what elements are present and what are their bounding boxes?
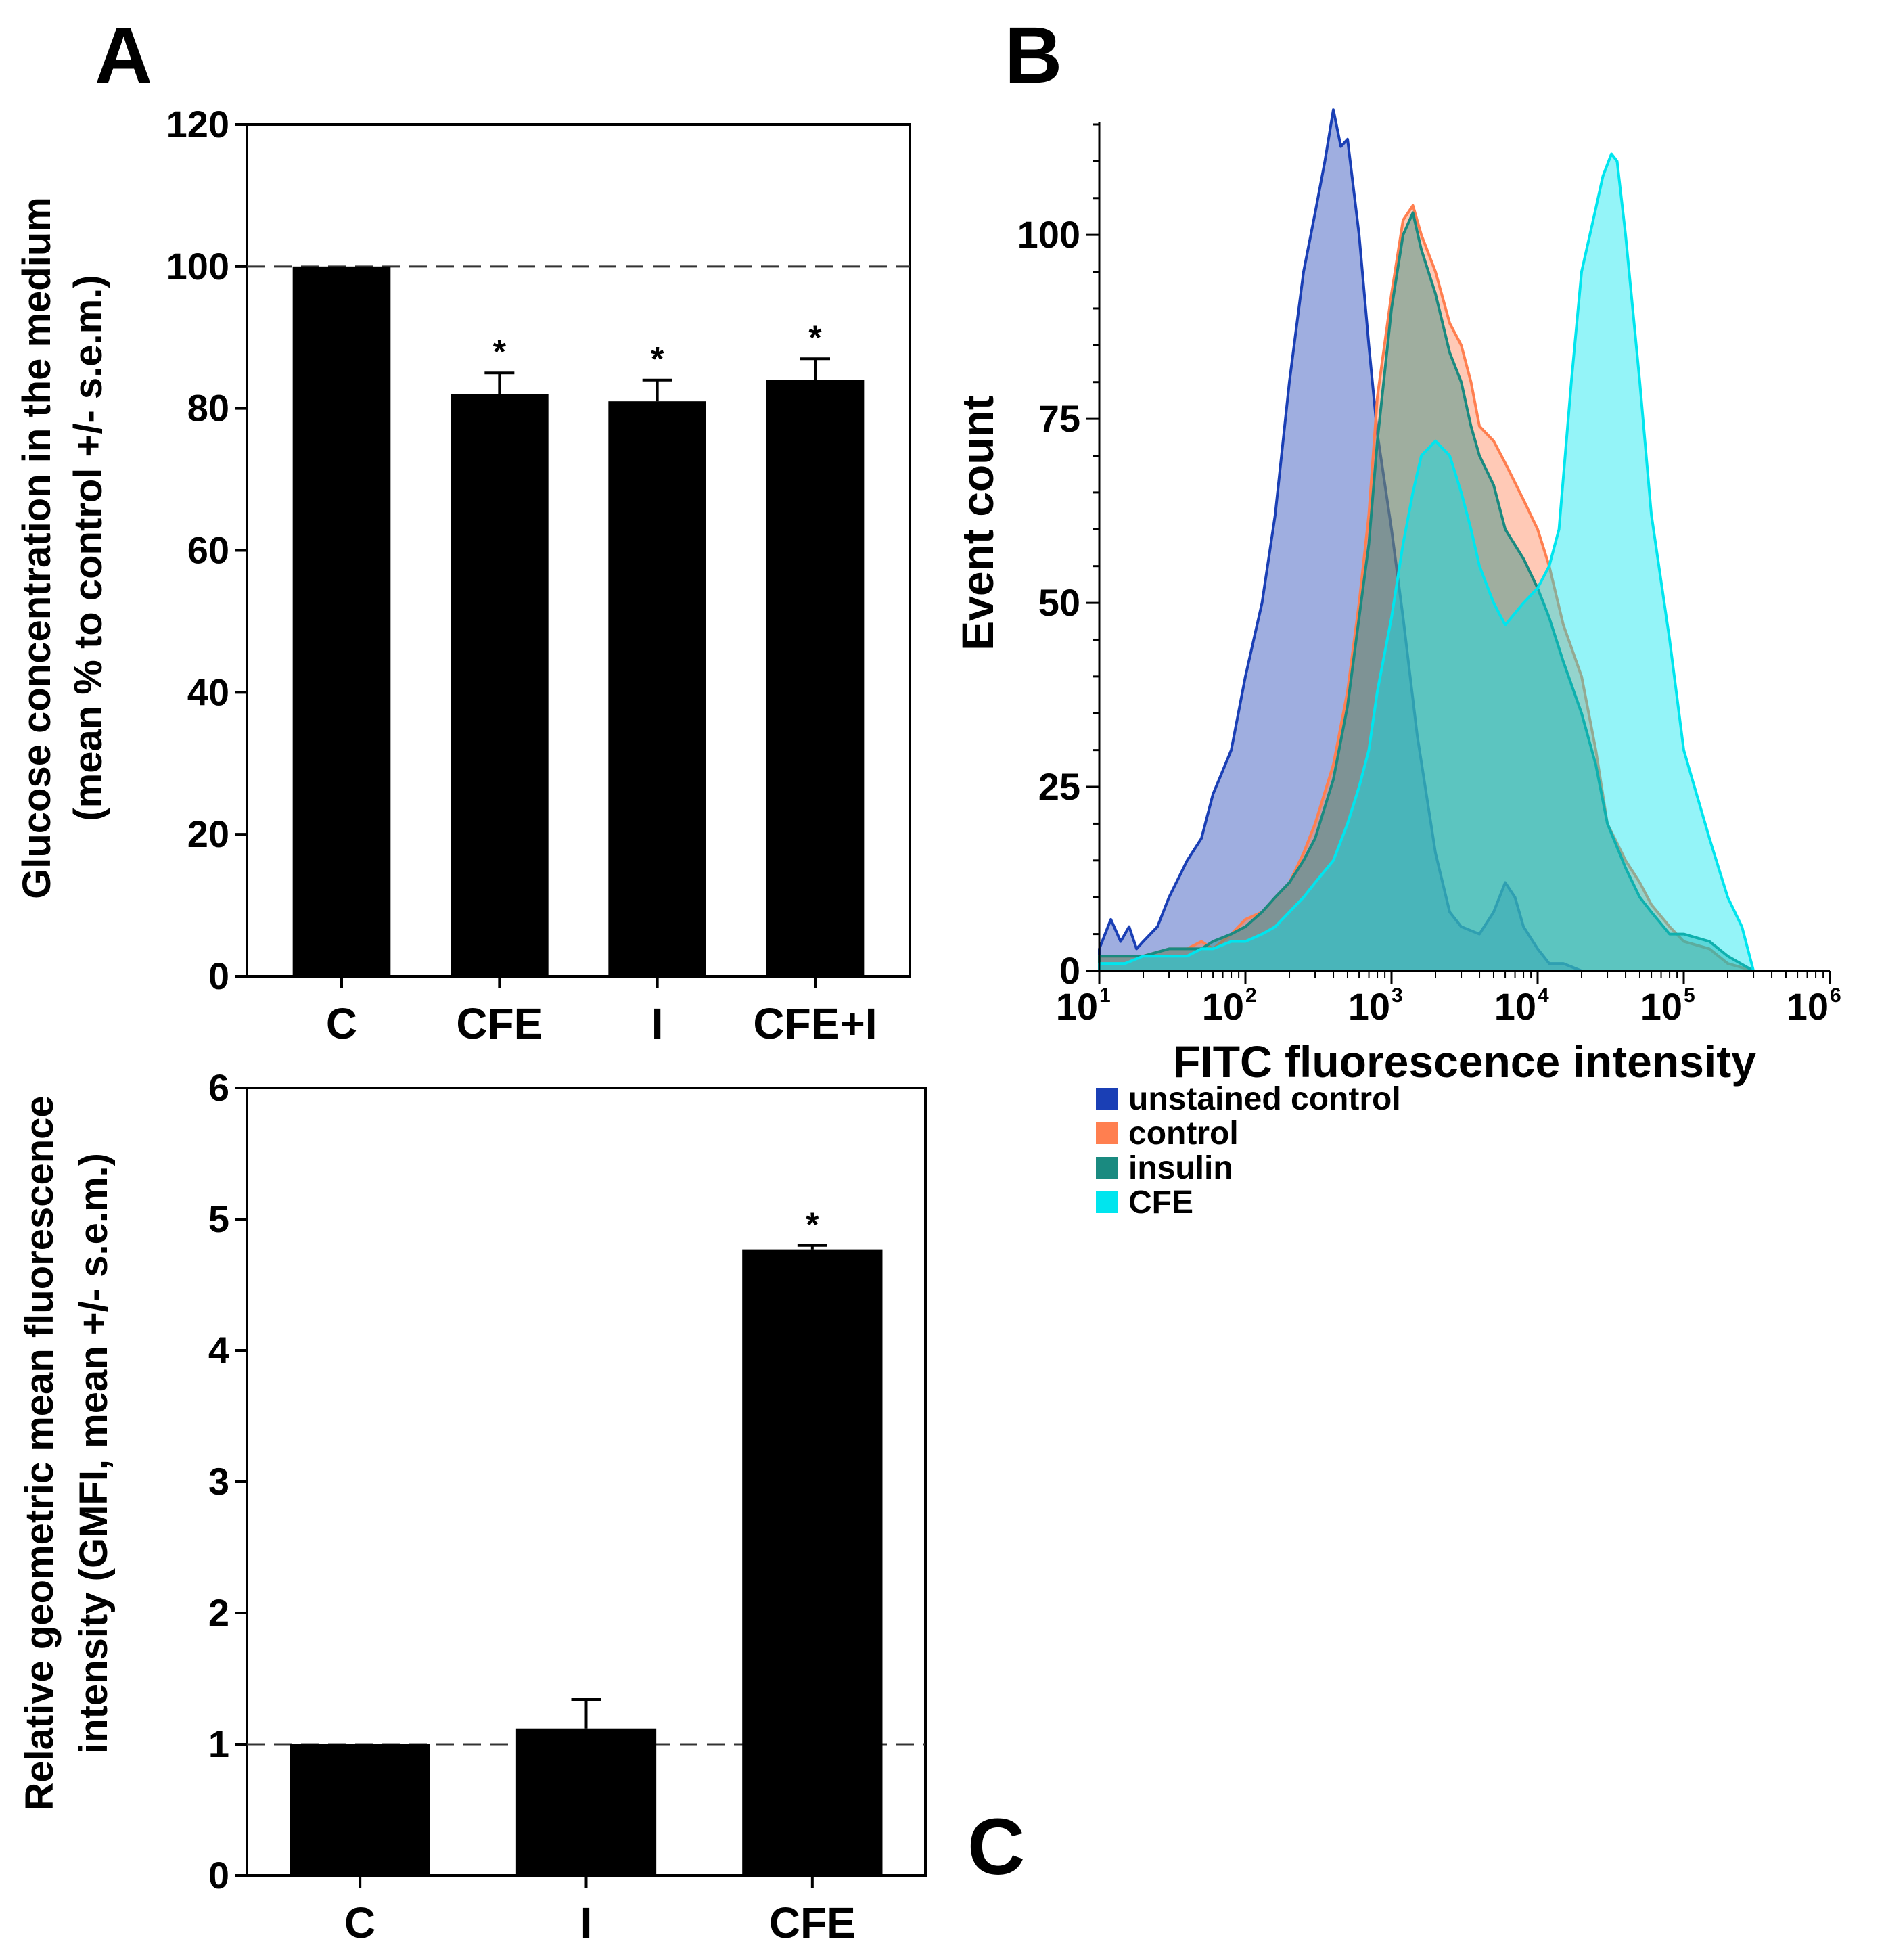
panel-a-category-label: CFE [456,999,543,1048]
panel-b-legend-label: CFE [1128,1185,1193,1221]
panel-a-ytick-label: 0 [208,955,229,997]
panel-c-category-label: CFE [769,1898,856,1947]
panel-b-chart: Event count FITC fluorescence intensity … [952,108,1841,1221]
panel-c-category-label: C [344,1898,375,1947]
panel-a-ytick-label: 80 [187,387,229,430]
panel-c-bar [515,1728,657,1875]
panel-a-bar [766,380,865,976]
panel-b-legend-swatch [1096,1157,1118,1179]
panel-b-xtick-exponent: 2 [1245,984,1257,1007]
panel-b-xtick-exponent: 6 [1830,984,1841,1007]
panel-c-ytick-label: 2 [208,1591,229,1634]
panel-a-significance-star: * [493,333,507,371]
panel-b-xtick-exponent: 1 [1099,984,1111,1007]
panel-a-ylabel-line2: (mean % to control +/- s.e.m.) [66,275,110,821]
panel-b-series-area [1098,108,1609,972]
panel-c-ylabel-line2: intensity (GMFI, mean +/- s.e.m.) [72,1153,116,1754]
panel-c-chart: Relative geometric mean fluorescence int… [18,1066,927,1947]
panel-b-legend-swatch [1096,1122,1118,1144]
panel-b-legend-label: unstained control [1128,1081,1401,1117]
panel-c-bar [290,1744,430,1875]
panel-a-bar [292,266,391,976]
panel-c-significance-star: * [806,1206,819,1244]
panel-b-ytick-label: 0 [1059,949,1080,992]
panel-b-xtick-base: 10 [1494,985,1536,1028]
panel-a-category-label: I [651,999,664,1048]
panel-b-ytick-label: 50 [1038,581,1080,624]
panel-b-legend-label: insulin [1128,1150,1233,1186]
panel-c-ytick-label: 6 [208,1066,229,1109]
panel-b-ytick-label: 100 [1017,213,1080,256]
panel-c-ytick-label: 1 [208,1723,229,1765]
panel-a-ytick-label: 20 [187,813,229,855]
panel-c-ytick-label: 3 [208,1460,229,1503]
panel-b-ytick-label: 25 [1038,765,1080,808]
panel-a-ytick-label: 100 [166,245,229,288]
panel-a-category-label: CFE+I [753,999,877,1048]
panel-b-legend-swatch [1096,1088,1118,1110]
panel-a-chart: Glucose concentration in the medium (mea… [15,103,911,1048]
panel-b-legend-swatch [1096,1191,1118,1213]
panel-c-ytick-label: 0 [208,1854,229,1896]
panel-a-ytick-label: 40 [187,670,229,713]
panel-b-series-area [1098,152,1755,972]
panel-b-xtick-base: 10 [1787,985,1829,1028]
panel-b-xtick-exponent: 4 [1538,984,1549,1007]
panel-b-series-area [1098,211,1755,972]
panel-a-ytick-label: 60 [187,529,229,572]
panel-b-ylabel: Event count [952,395,1003,651]
panel-c-ylabel-line1: Relative geometric mean fluorescence [18,1095,62,1810]
panel-a-ylabel-line1: Glucose concentration in the medium [15,197,59,899]
panel-b-legend-label: control [1128,1116,1239,1152]
panel-a-category-label: C [326,999,357,1048]
panel-letter-c: C [967,1802,1025,1892]
panel-c-bar [742,1249,883,1875]
panel-a-ytick-label: 120 [166,103,229,145]
panel-c-category-label: I [580,1898,593,1947]
panel-b-xtick-base: 10 [1640,985,1682,1028]
panel-b-ytick-label: 75 [1038,397,1080,440]
panel-letter-a: A [95,11,152,100]
panel-b-series-area [1098,204,1755,972]
panel-b-xtick-exponent: 5 [1684,984,1695,1007]
panel-b-xtick-base: 10 [1202,985,1244,1028]
panel-c-ytick-label: 4 [208,1329,229,1371]
panel-a-bar [451,394,549,976]
panel-a-bar [608,401,706,976]
panel-a-significance-star: * [651,340,664,378]
panel-a-significance-star: * [808,319,822,357]
panel-c-ytick-label: 5 [208,1198,229,1240]
panel-b-xtick-base: 10 [1348,985,1390,1028]
panel-b-xtick-exponent: 3 [1392,984,1403,1007]
panel-b-xlabel: FITC fluorescence intensity [1173,1036,1756,1087]
panel-letter-b: B [1005,11,1062,100]
panel-b-xtick-base: 10 [1056,985,1098,1028]
